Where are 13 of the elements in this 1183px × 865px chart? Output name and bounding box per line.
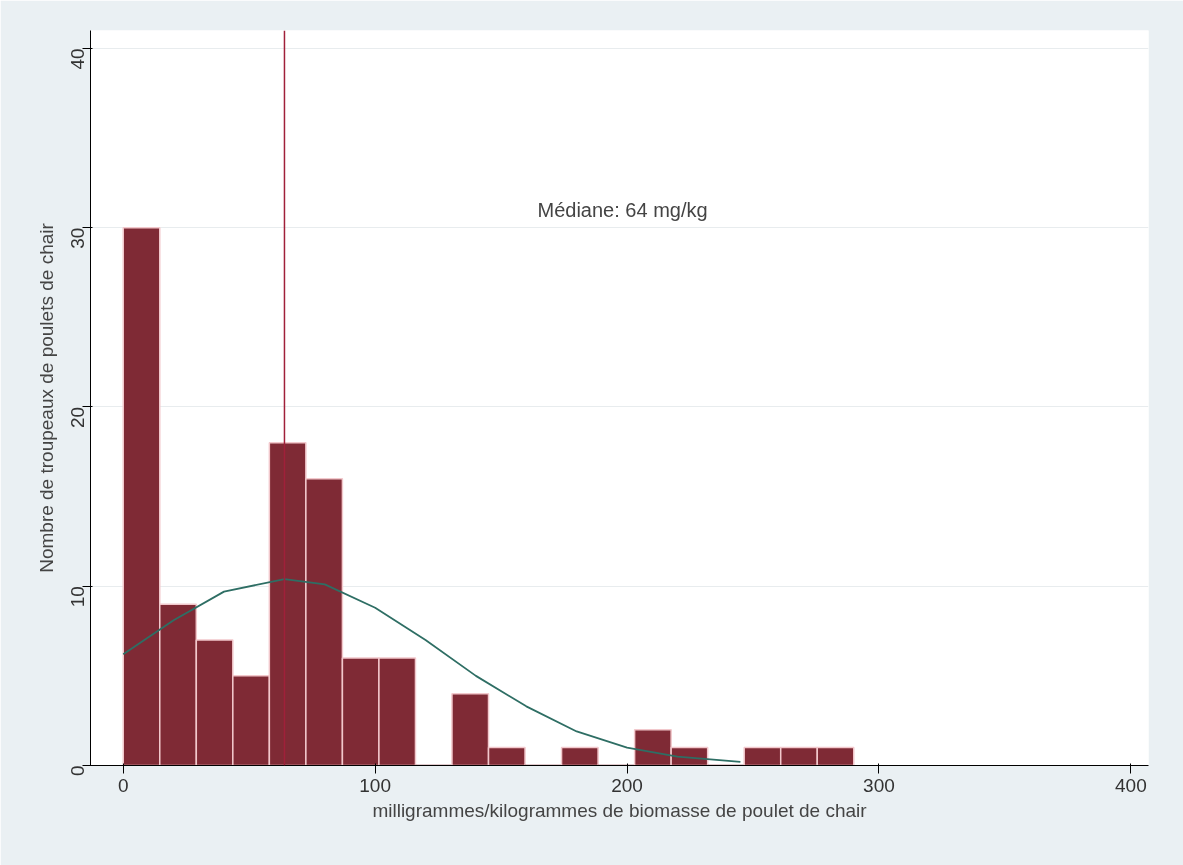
y-tick-label: 40 <box>67 48 88 70</box>
x-tick-label: 400 <box>1115 774 1147 796</box>
x-tick-label: 0 <box>117 774 129 796</box>
y-tick-label: 10 <box>67 586 88 608</box>
y-tick-label: 30 <box>67 227 88 249</box>
y-tick-label: 0 <box>67 765 88 777</box>
y-axis-title: Nombre de troupeaux de poulets de chair <box>35 222 57 573</box>
x-tick-label: 300 <box>863 774 895 796</box>
x-tick-label: 200 <box>611 774 643 796</box>
y-tick-label: 20 <box>67 406 88 429</box>
x-tick-label: 100 <box>359 774 392 796</box>
annotation: Médiane: 64 mg/kg <box>537 198 708 221</box>
x-axis-title: milligrammes/kilogrammes de biomasse de poulet de chair <box>372 799 868 821</box>
